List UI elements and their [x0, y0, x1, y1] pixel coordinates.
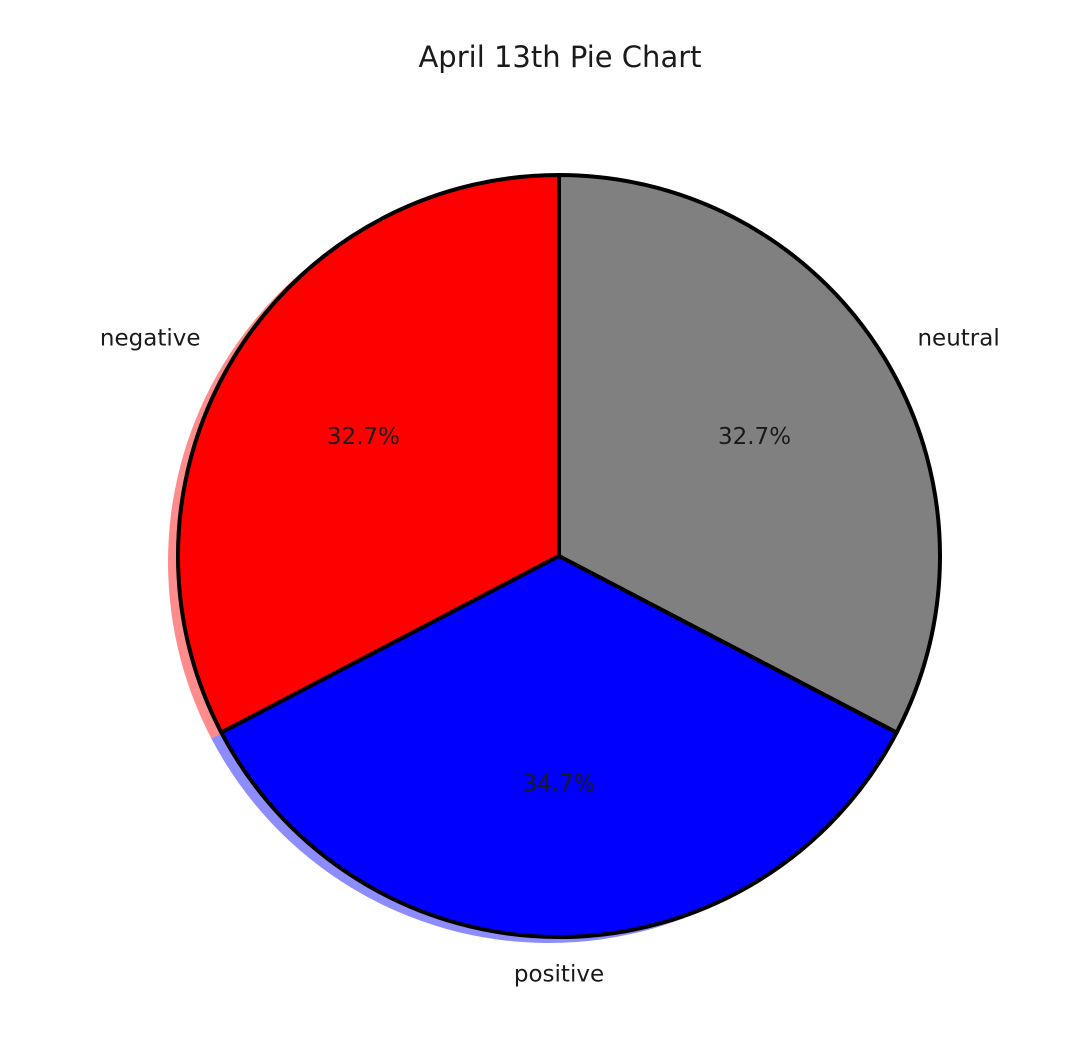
- pie-labels: negative 32.7% positive 34.7% neutral 32.7%: [100, 325, 1000, 987]
- slice-label-positive: positive: [514, 962, 604, 988]
- pie-slice-neutral: [557, 173, 942, 735]
- pie-slice-positive: [219, 554, 899, 939]
- slice-percent-neutral: 32.7%: [718, 424, 791, 450]
- slice-label-neutral: neutral: [917, 325, 999, 351]
- pie-slices: [176, 173, 942, 939]
- slice-percent-positive: 34.7%: [522, 771, 595, 797]
- slice-label-negative: negative: [100, 325, 201, 351]
- pie-slice-negative: [176, 173, 561, 735]
- slice-percent-negative: 32.7%: [327, 424, 400, 450]
- chart-title: April 13th Pie Chart: [418, 40, 701, 74]
